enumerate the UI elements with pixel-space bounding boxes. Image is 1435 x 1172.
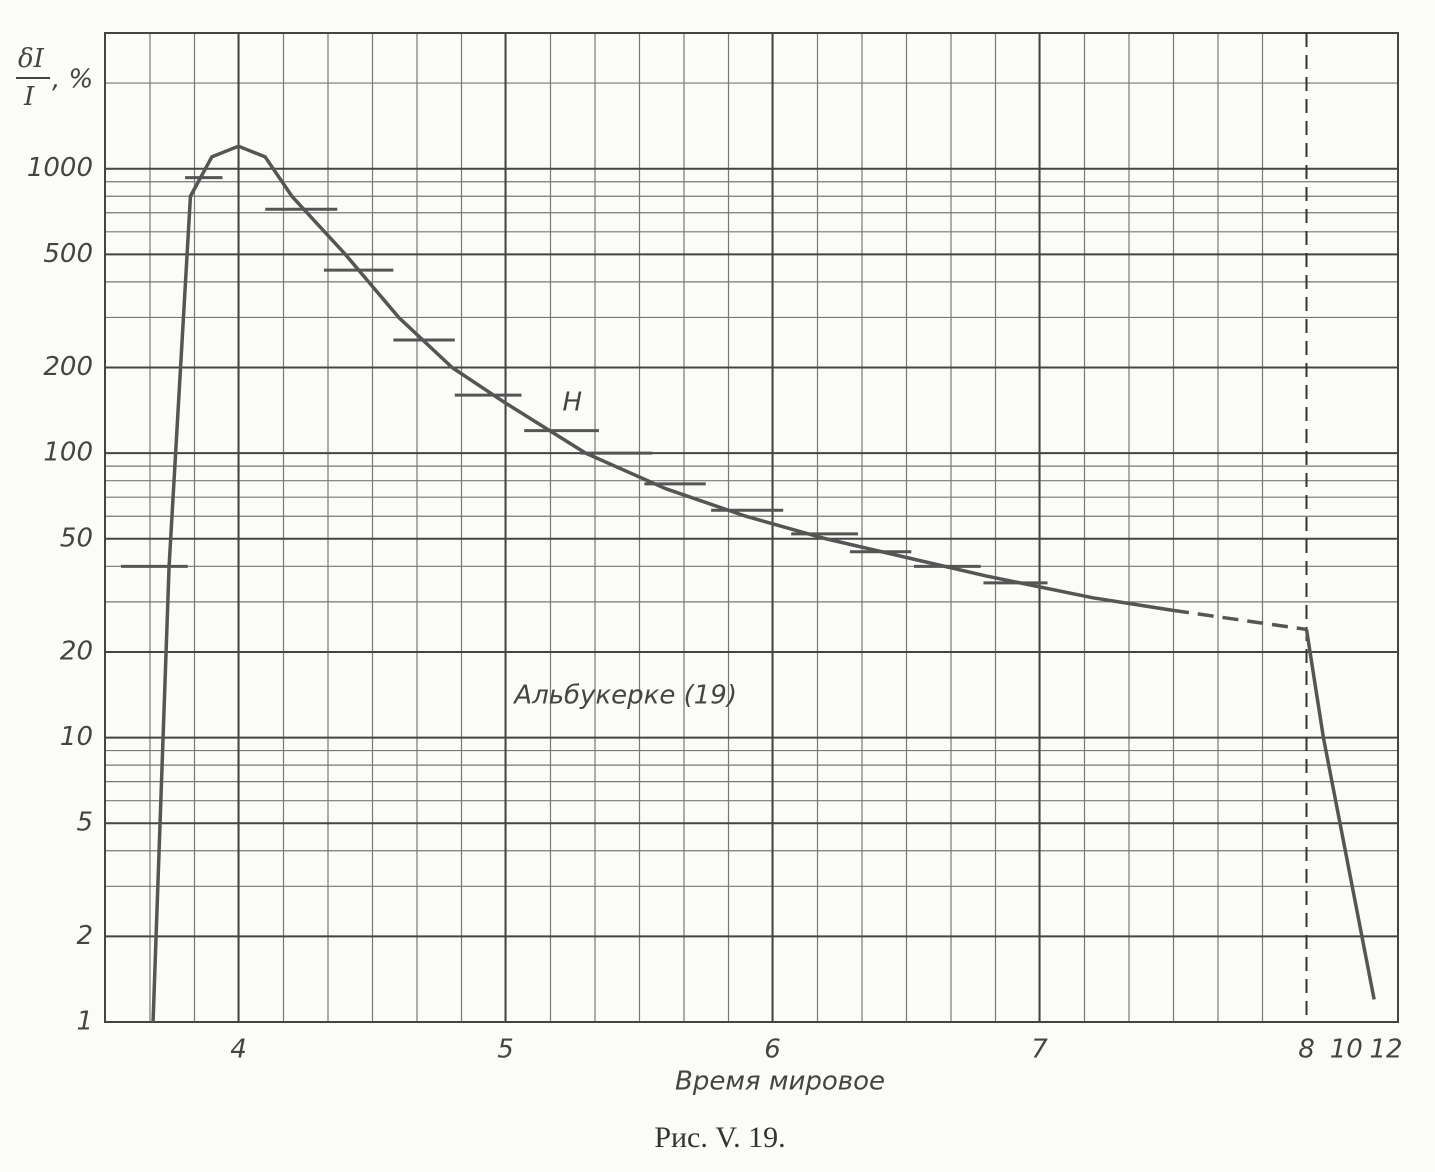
y-label-denominator: I: [23, 82, 35, 112]
x-tick-label: 4: [230, 1035, 247, 1065]
y-tick-label: 2: [76, 921, 93, 951]
x-axis-label: Время мировое: [675, 1067, 885, 1097]
y-tick-label: 200: [43, 352, 93, 382]
x-tick-label: 6: [764, 1035, 781, 1065]
data-line: [1172, 608, 1307, 632]
x-tick-label: 5: [497, 1035, 514, 1065]
y-tick-label: 1000: [27, 153, 93, 183]
data-line: [151, 144, 1174, 1023]
y-tick-label: 1: [76, 1007, 93, 1037]
x-tick-label: 10: [1330, 1035, 1363, 1065]
x-tick-label: 7: [1031, 1035, 1048, 1065]
data-line: [1304, 629, 1376, 1000]
x-tick-label: 8: [1298, 1035, 1315, 1065]
y-tick-label: 10: [60, 722, 93, 752]
y-tick-label: 500: [43, 239, 93, 269]
y-tick-label: 100: [43, 438, 93, 468]
y-label-unit: , %: [52, 65, 93, 95]
y-tick-label: 5: [76, 808, 93, 838]
annotation: H: [562, 388, 582, 418]
y-label-numerator: δI: [18, 44, 45, 74]
annotation: Альбукерке (19): [512, 681, 737, 711]
y-tick-label: 50: [60, 523, 93, 553]
y-tick-label: 20: [60, 636, 93, 666]
chart-title: Рис. V. 19.: [654, 1121, 785, 1154]
x-tick-label: 12: [1370, 1035, 1403, 1065]
